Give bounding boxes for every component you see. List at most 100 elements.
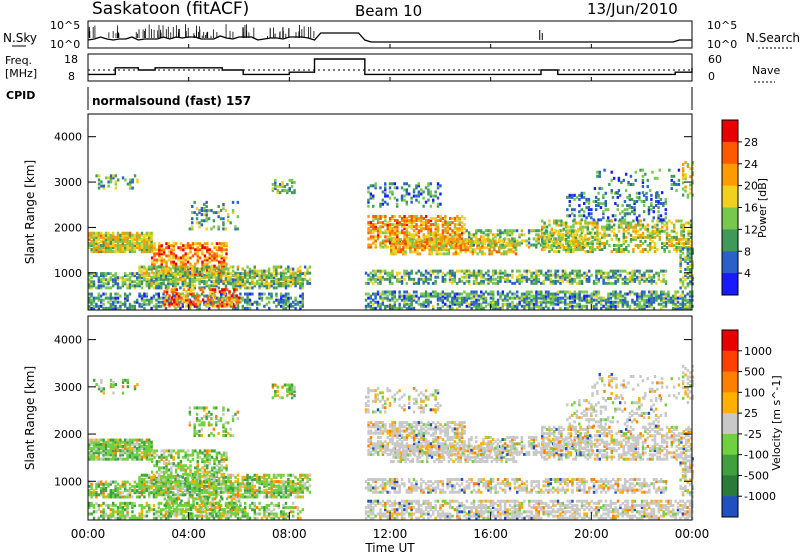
power-cell xyxy=(220,248,223,252)
power-cell xyxy=(239,272,242,276)
power-cell xyxy=(107,272,110,276)
power-cell xyxy=(107,241,110,245)
power-cell xyxy=(607,304,610,308)
power-cell xyxy=(626,302,629,306)
power-cell xyxy=(608,243,611,247)
power-cell xyxy=(224,279,228,283)
power-cell xyxy=(293,189,296,193)
power-cell xyxy=(408,292,411,296)
power-cell xyxy=(90,306,93,310)
power-cell xyxy=(549,302,553,306)
power-cell xyxy=(598,241,601,245)
power-cell xyxy=(203,300,206,304)
power-cell xyxy=(600,302,603,306)
power-cell xyxy=(622,221,625,225)
power-cell xyxy=(451,296,454,300)
power-cell xyxy=(290,180,294,184)
power-cell xyxy=(484,271,488,275)
power-cell xyxy=(176,277,180,281)
power-cell xyxy=(392,246,395,250)
power-cell xyxy=(275,274,278,278)
power-cell xyxy=(565,229,568,233)
power-cell xyxy=(627,221,630,225)
power-cell xyxy=(652,273,656,277)
power-cell xyxy=(487,279,490,283)
power-cell xyxy=(503,229,507,233)
power-cell xyxy=(650,290,653,294)
power-cell xyxy=(270,281,273,285)
power-cell xyxy=(277,298,280,302)
power-cell xyxy=(403,243,406,247)
power-cell xyxy=(643,302,646,306)
power-cell xyxy=(230,304,234,308)
power-cell xyxy=(140,243,144,247)
power-cell xyxy=(133,246,136,250)
power-cell xyxy=(523,304,526,308)
power-cell xyxy=(557,250,561,254)
power-cell xyxy=(102,237,105,241)
power-cell xyxy=(198,304,201,308)
power-cell xyxy=(432,194,435,198)
power-cell xyxy=(508,296,512,300)
power-cell xyxy=(656,248,659,252)
power-cell xyxy=(184,252,187,256)
power-cell xyxy=(301,284,304,288)
power-cell xyxy=(410,306,413,310)
power-cell xyxy=(416,250,419,254)
power-cell xyxy=(102,274,105,278)
power-cell xyxy=(191,269,194,273)
power-cell xyxy=(532,237,536,241)
power-cell xyxy=(475,300,478,304)
power-cell xyxy=(391,271,394,275)
power-cell xyxy=(207,275,211,279)
power-cell xyxy=(280,300,283,304)
power-cell xyxy=(459,246,462,250)
power-cell xyxy=(379,275,382,279)
power-cell xyxy=(231,269,235,273)
power-cell xyxy=(133,286,136,290)
power-cell xyxy=(640,304,644,308)
power-cell xyxy=(255,279,259,283)
power-cell xyxy=(427,190,430,194)
power-cell xyxy=(224,209,228,213)
power-cell xyxy=(653,246,657,250)
power-cell xyxy=(433,248,436,252)
power-cell xyxy=(472,292,476,296)
power-cell xyxy=(436,271,440,275)
power-cell xyxy=(376,300,380,304)
power-cell xyxy=(475,302,478,306)
power-cell xyxy=(102,241,105,245)
power-cell xyxy=(513,237,516,241)
power-cell xyxy=(432,223,435,227)
power-cell xyxy=(286,189,289,193)
power-cell xyxy=(206,300,210,304)
power-cell xyxy=(275,265,278,269)
power-cell xyxy=(424,294,428,298)
power-cell xyxy=(198,280,201,284)
power-cell xyxy=(616,191,619,195)
power-cell xyxy=(97,233,100,237)
power-cell xyxy=(165,296,169,300)
power-cell xyxy=(274,178,277,182)
power-cell xyxy=(557,223,561,227)
power-cell xyxy=(402,246,405,250)
power-cell xyxy=(100,231,103,235)
power-cell xyxy=(656,233,659,237)
power-cell xyxy=(171,281,175,285)
power-cell xyxy=(415,223,418,227)
power-cell xyxy=(253,269,256,273)
power-cell xyxy=(543,233,546,237)
power-cell xyxy=(567,250,570,254)
power-cell xyxy=(241,284,244,288)
power-cell xyxy=(674,306,677,310)
power-cell xyxy=(477,281,481,285)
power-cell xyxy=(542,294,545,298)
power-cell xyxy=(220,242,223,246)
power-cell xyxy=(649,231,652,235)
power-cell xyxy=(408,304,411,308)
power-cell xyxy=(227,275,230,279)
power-cell xyxy=(251,286,254,290)
power-cell xyxy=(271,189,275,193)
power-cell xyxy=(568,214,571,218)
power-cell xyxy=(591,243,594,247)
